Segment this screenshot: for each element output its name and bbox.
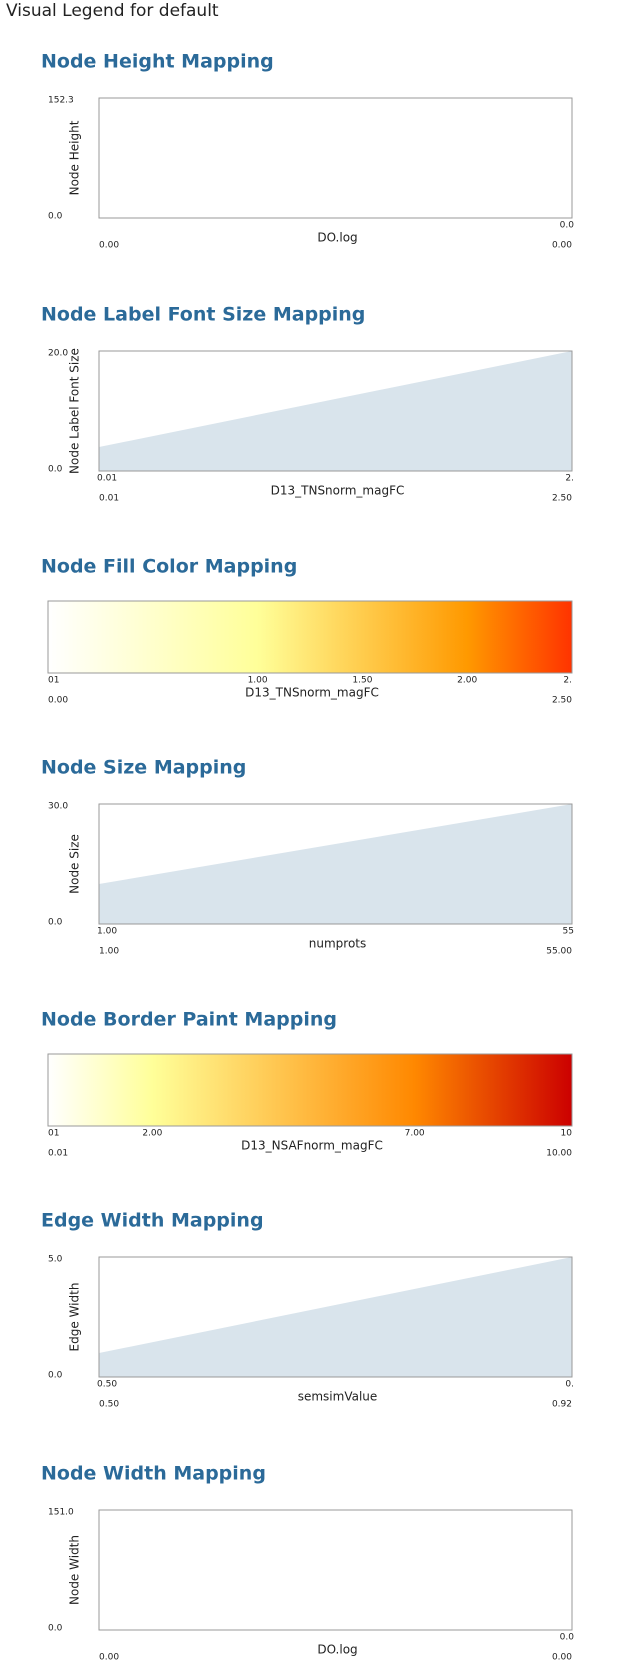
y-tick-label: 152.3: [48, 96, 74, 106]
plot-frame-outline: [98, 350, 573, 472]
range-label: 0.50: [99, 1400, 119, 1410]
range-label: 0.00: [48, 696, 68, 706]
x-axis-label: DO.log: [317, 231, 357, 245]
section-title: Node Width Mapping: [41, 1463, 266, 1485]
section-title: Node Size Mapping: [41, 757, 246, 779]
x-axis-label: D13_TNSnorm_magFC: [245, 686, 379, 700]
color-bar: [47, 1053, 573, 1127]
edge-label: 0.0: [560, 1633, 575, 1643]
range-label: 2.50: [552, 494, 572, 504]
range-label: 1.00: [99, 947, 119, 957]
x-tick-label: 01: [48, 1129, 59, 1139]
page-title: Visual Legend for default: [6, 1, 219, 21]
y-axis-label: Node Width: [68, 1535, 82, 1605]
color-bar: [47, 600, 573, 674]
y-axis-label: Edge Width: [68, 1283, 82, 1352]
edge-label: 1.00: [97, 927, 117, 937]
range-label: 0.01: [48, 1149, 68, 1159]
x-tick-label: 10: [561, 1129, 573, 1139]
y-axis-label: Node Height: [68, 120, 82, 195]
y-axis-label: Node Size: [68, 834, 82, 894]
range-label: 0.00: [99, 241, 119, 251]
x-tick-label: 1.50: [352, 676, 372, 686]
plot-frame-outline: [98, 803, 573, 925]
y-tick-label: 0.0: [48, 1624, 63, 1634]
plot-frame: [98, 1509, 573, 1631]
range-label: 10.00: [546, 1149, 572, 1159]
area: [99, 804, 572, 924]
x-axis-label: DO.log: [317, 1643, 357, 1657]
x-tick-label: 2.00: [142, 1129, 162, 1139]
y-tick-label: 0.0: [48, 1371, 63, 1381]
range-label: 0.00: [99, 1653, 119, 1663]
x-tick-label: 01: [48, 676, 59, 686]
area: [99, 1257, 572, 1377]
plot-frame-outline: [98, 1256, 573, 1378]
y-tick-label: 0.0: [48, 212, 63, 222]
range-label: 55.00: [546, 947, 572, 957]
edge-label: 55: [563, 927, 574, 937]
x-tick-label: 1.00: [248, 676, 268, 686]
section-title: Edge Width Mapping: [41, 1210, 264, 1232]
x-tick-label: 2.: [563, 676, 572, 686]
section-title: Node Label Font Size Mapping: [41, 304, 365, 326]
y-tick-label: 30.0: [48, 802, 68, 812]
range-label: 0.00: [552, 241, 572, 251]
y-tick-label: 5.0: [48, 1255, 63, 1265]
plot-frame: [98, 97, 573, 219]
y-axis-label: Node Label Font Size: [68, 348, 82, 474]
edge-label: 0.50: [97, 1380, 117, 1390]
x-tick-label: 7.00: [405, 1129, 425, 1139]
y-tick-label: 151.0: [48, 1508, 74, 1518]
edge-label: 2.: [565, 474, 574, 484]
x-axis-label: numprots: [309, 937, 367, 951]
section-title: Node Height Mapping: [41, 51, 274, 73]
x-tick-label: 2.00: [457, 676, 477, 686]
area: [99, 351, 572, 471]
range-label: 0.01: [99, 494, 119, 504]
section-title: Node Border Paint Mapping: [41, 1009, 337, 1031]
edge-label: 0.: [565, 1380, 574, 1390]
y-tick-label: 0.0: [48, 918, 63, 928]
y-tick-label: 0.0: [48, 465, 63, 475]
edge-label: 0.0: [560, 221, 575, 231]
x-axis-label: semsimValue: [298, 1390, 378, 1404]
section-title: Node Fill Color Mapping: [41, 556, 297, 578]
x-axis-label: D13_TNSnorm_magFC: [271, 484, 405, 498]
range-label: 0.92: [552, 1400, 572, 1410]
range-label: 0.00: [552, 1653, 572, 1663]
range-label: 2.50: [552, 696, 572, 706]
edge-label: 0.01: [97, 474, 117, 484]
y-tick-label: 20.0: [48, 349, 68, 359]
x-axis-label: D13_NSAFnorm_magFC: [241, 1139, 383, 1153]
